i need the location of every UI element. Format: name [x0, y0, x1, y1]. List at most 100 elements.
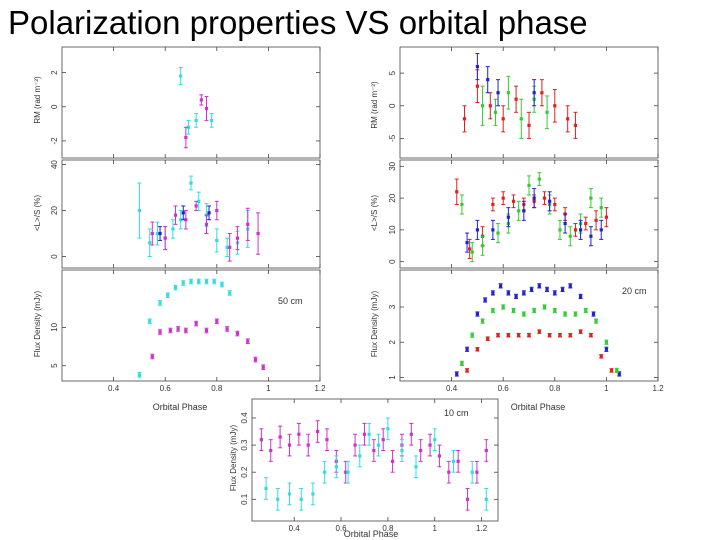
data-point-cyan [264, 486, 268, 491]
data-point-magenta [447, 470, 451, 474]
x-tick-label: 1 [433, 524, 438, 533]
data-point-cyan [179, 218, 183, 222]
data-point-blue [589, 234, 593, 238]
data-point-red [604, 215, 608, 219]
data-point-green [460, 361, 464, 365]
panel-50cm-xlabel: Orbital Phase [153, 402, 208, 412]
data-point-blue [455, 372, 459, 376]
y-tick-label-flux: 2 [388, 339, 397, 344]
data-point-blue [591, 312, 596, 316]
data-point-green [542, 305, 547, 309]
x-tick-label: 1.2 [476, 524, 488, 533]
data-point-red [491, 202, 495, 207]
data-point-magenta [204, 328, 209, 333]
data-point-blue [563, 221, 567, 226]
y-tick-label-rm: 0 [388, 103, 397, 108]
x-tick-label: 0.6 [160, 384, 172, 393]
y-tick-label-pol: 30 [388, 161, 397, 170]
data-point-magenta [184, 218, 188, 222]
panel-10cm-annotation: 10 cm [444, 408, 469, 418]
data-point-blue [486, 78, 490, 82]
y-tick-label-pol: 0 [50, 254, 59, 259]
x-tick-label: 0.8 [211, 384, 223, 393]
data-point-red [584, 221, 588, 226]
data-point-magenta [362, 432, 367, 436]
data-point-magenta [246, 222, 250, 226]
data-point-blue [158, 231, 162, 236]
data-point-red [609, 368, 614, 373]
subplot-frame-flux [251, 398, 499, 522]
x-tick-label: 0.4 [108, 384, 120, 393]
data-point-magenta [475, 470, 479, 474]
data-point-cyan [287, 492, 292, 496]
data-point-blue [491, 291, 495, 295]
data-point-magenta [287, 443, 292, 447]
data-point-cyan [189, 181, 193, 185]
data-point-magenta [353, 443, 357, 447]
data-point-cyan [220, 282, 224, 287]
data-point-red [589, 333, 593, 337]
data-point-magenta [316, 429, 320, 434]
data-point-cyan [451, 459, 456, 463]
data-point-cyan [158, 301, 162, 305]
data-point-blue [491, 228, 495, 232]
data-point-cyan [323, 470, 327, 474]
data-point-red [537, 330, 541, 334]
data-point-red [527, 333, 531, 337]
data-point-magenta [204, 106, 209, 111]
data-point-magenta [235, 236, 240, 240]
data-point-magenta [390, 459, 395, 463]
data-point-cyan [148, 241, 152, 245]
data-point-magenta [259, 438, 263, 442]
data-point-cyan [155, 231, 160, 236]
data-point-cyan [346, 470, 350, 474]
data-point-magenta [215, 208, 219, 213]
data-point-cyan [197, 199, 201, 203]
data-point-blue [599, 228, 603, 232]
data-point-green [568, 234, 572, 238]
panel-20cm-ylabel-flux: Flux Density (mJy) [370, 291, 379, 358]
data-point-red [501, 196, 505, 200]
data-point-magenta [428, 443, 432, 447]
data-point-red [553, 202, 557, 207]
panel-10cm: 10 cm Orbital Phase Flux Density (mJy) 0… [229, 398, 499, 539]
data-point-blue [553, 291, 557, 295]
data-point-green [517, 209, 521, 213]
data-point-red [566, 117, 570, 121]
data-point-cyan [212, 279, 216, 284]
data-point-blue [532, 91, 536, 95]
data-point-blue [181, 211, 185, 215]
data-point-green [491, 308, 495, 313]
data-point-cyan [197, 279, 201, 284]
data-point-blue [496, 91, 500, 95]
panel-20cm-annotation: 20 cm [622, 286, 647, 296]
data-point-cyan [228, 291, 232, 295]
data-point-blue [545, 287, 549, 291]
data-point-green [532, 308, 536, 313]
data-point-green [519, 117, 523, 121]
data-point-blue [568, 284, 572, 288]
data-point-magenta [225, 327, 229, 331]
y-tick-label-rm: 0 [50, 104, 59, 109]
data-point-green [511, 308, 516, 313]
data-point-blue [522, 209, 526, 213]
data-point-red [540, 91, 544, 95]
y-tick-label-pol: 0 [388, 259, 397, 264]
data-point-red [568, 333, 572, 337]
panel-50cm-ylabel-rm: RM (rad m⁻²) [33, 76, 42, 124]
data-point-magenta [372, 448, 376, 453]
data-point-red [558, 333, 562, 337]
subplot-frame-pol [61, 159, 321, 269]
x-tick-label: 0.4 [289, 524, 301, 533]
data-point-red [553, 104, 557, 108]
data-point-blue [604, 347, 608, 351]
panel-20cm-ylabel-rm: RM (rad m⁻²) [370, 81, 379, 129]
data-point-red [517, 333, 521, 337]
data-point-green [470, 333, 474, 337]
panel-50cm-ylabel-pol: <L>/S (%) [33, 195, 42, 231]
subplot-frame-pol [399, 159, 659, 269]
data-point-blue [532, 196, 536, 200]
data-point-cyan [181, 281, 185, 285]
data-point-red [511, 199, 516, 203]
